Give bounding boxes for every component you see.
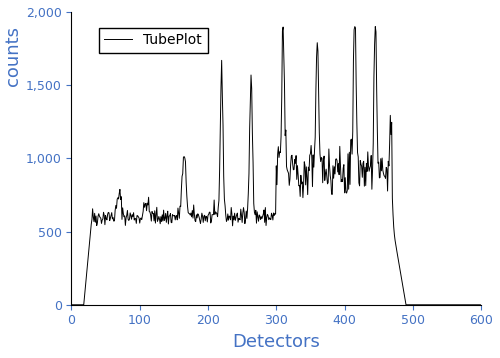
TubePlot — [141, 200, 147, 205]
TubePlot — [254, 221, 260, 225]
TubePlot — [310, 184, 316, 189]
TubePlot — [342, 191, 347, 195]
TubePlot — [68, 303, 74, 307]
X-axis label: Detectors: Detectors — [232, 333, 320, 351]
TubePlot — [352, 24, 358, 29]
TubePlot — [174, 213, 180, 218]
Legend: TubePlot: TubePlot — [99, 28, 208, 53]
TubePlot — [478, 303, 484, 307]
Line: TubePlot: TubePlot — [72, 26, 480, 305]
TubePlot — [377, 175, 383, 180]
Y-axis label: counts: counts — [4, 26, 22, 86]
